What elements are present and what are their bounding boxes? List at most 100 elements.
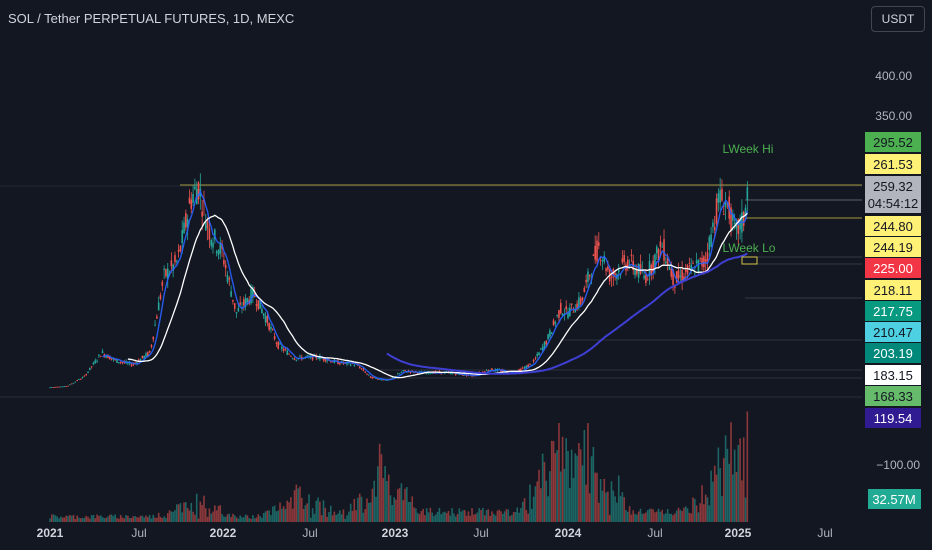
volume-bar <box>476 512 479 522</box>
volume-bar <box>617 475 620 522</box>
candle-body <box>684 269 687 272</box>
candle-body <box>670 269 673 277</box>
volume-bar <box>348 511 350 522</box>
volume-bar <box>574 453 577 522</box>
candle-body <box>601 260 604 262</box>
candle-body <box>290 355 292 357</box>
candle-body <box>630 254 633 256</box>
volume-bar <box>523 498 526 522</box>
volume-bar <box>641 513 644 522</box>
volume-bar <box>511 514 513 522</box>
candle-body <box>215 251 218 253</box>
volume-bar <box>540 488 542 522</box>
price-tag: 203.19 <box>873 346 913 361</box>
price-tag-bg <box>865 154 921 174</box>
candle-body <box>92 362 95 365</box>
candle-body <box>89 367 91 370</box>
volume-bar <box>174 510 176 522</box>
volume-bar <box>74 518 77 522</box>
candle-body <box>585 279 587 283</box>
price-tag-bg <box>865 132 921 152</box>
volume-bar <box>81 518 84 522</box>
candle-body <box>228 277 231 280</box>
volume-bar <box>63 517 66 522</box>
candle-body <box>259 299 261 309</box>
price-labels: 295.52 261.53 259.32 04:54:12 244.80 244.19 22… <box>865 132 921 509</box>
candle-body <box>416 372 419 374</box>
candle-body <box>201 211 203 217</box>
volume-bar <box>529 484 531 522</box>
candle-body <box>163 268 165 270</box>
candle-body <box>306 355 308 357</box>
volume-bar <box>646 510 649 522</box>
volume-bar <box>69 514 71 522</box>
candle-body <box>105 356 107 358</box>
candle-body <box>67 385 69 387</box>
candle-body <box>523 367 526 369</box>
volume-bar <box>186 507 189 522</box>
volume-bar <box>543 462 546 522</box>
volume-bar <box>118 518 120 522</box>
candle-body <box>353 365 356 366</box>
volume-bar <box>683 507 685 522</box>
volume-bar <box>681 510 683 522</box>
volume-bar <box>592 446 595 522</box>
volume-bar <box>284 508 287 522</box>
candle-body <box>190 199 193 209</box>
volume-bar <box>121 517 124 522</box>
candle-body <box>230 291 232 297</box>
candle-body <box>730 207 732 231</box>
candle-body <box>212 242 214 248</box>
candle-body <box>525 365 528 369</box>
candle-body <box>130 364 133 366</box>
volume-bar <box>214 505 216 522</box>
level-lines <box>0 184 862 379</box>
candle-body <box>681 269 683 282</box>
candle-body <box>271 329 274 331</box>
currency-button[interactable]: USDT <box>871 6 925 32</box>
volume-bar <box>406 487 408 522</box>
volume-bar <box>583 429 586 522</box>
candle-body <box>565 306 568 310</box>
candle-body <box>141 355 144 358</box>
volume-bar <box>130 517 133 522</box>
candle-body <box>491 368 493 371</box>
candle-body <box>197 182 200 200</box>
volume-bar <box>302 508 305 522</box>
volume-bar <box>581 465 584 522</box>
volume-bar <box>215 510 218 522</box>
week-low-label: LWeek Lo <box>723 241 776 255</box>
volume-bar <box>96 514 98 522</box>
volume-bar <box>625 510 627 522</box>
volume-bar <box>262 513 265 522</box>
volume-bar <box>384 466 386 522</box>
volume-bar <box>713 465 716 522</box>
volume-bar <box>496 510 499 522</box>
candle-body <box>286 350 289 355</box>
volume-bar <box>661 509 664 522</box>
volume-bar <box>598 502 600 522</box>
volume-bar <box>502 513 504 522</box>
volume-bar <box>78 517 80 522</box>
volume-bar <box>565 438 568 522</box>
candle-body <box>675 271 678 283</box>
volume-bar <box>547 496 549 522</box>
candle-body <box>732 213 734 221</box>
volume-bar <box>579 449 582 522</box>
volume-bar <box>655 511 658 522</box>
volume-bar <box>364 509 366 522</box>
candle-body <box>614 273 616 276</box>
candle-body <box>527 364 529 367</box>
candles <box>49 173 749 389</box>
candle-body <box>536 353 539 356</box>
candle-body <box>154 324 156 326</box>
volume-bar <box>413 507 415 522</box>
volume-bar <box>588 493 591 522</box>
volume-bar <box>396 489 399 522</box>
candle-body <box>377 378 379 380</box>
candle-body <box>572 311 575 313</box>
volume-bar <box>424 515 426 522</box>
volume-bar <box>369 502 372 522</box>
volume-bar <box>556 450 558 522</box>
